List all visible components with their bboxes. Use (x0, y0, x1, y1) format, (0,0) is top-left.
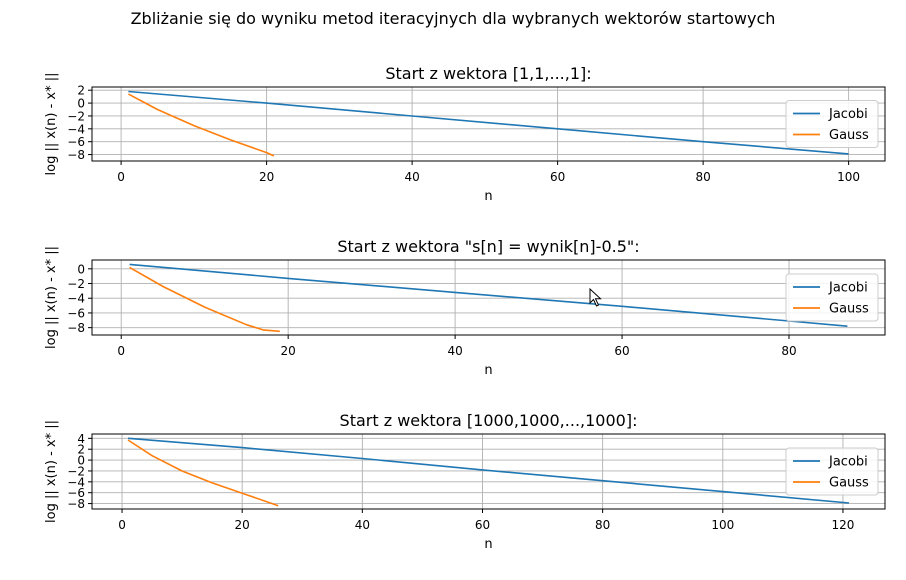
y-tick-label: −4 (67, 122, 85, 136)
series-line-gauss (129, 266, 280, 333)
x-tick-label: 0 (117, 344, 125, 358)
x-axis-label: n (484, 537, 492, 552)
y-tick-label: −6 (67, 306, 85, 320)
y-tick-label: −4 (67, 475, 85, 489)
x-tick-label: 100 (711, 518, 734, 532)
axes-frame (91, 259, 886, 336)
y-tick-label: −6 (67, 486, 85, 500)
x-tick-label: 80 (695, 170, 710, 184)
legend-box (785, 100, 879, 148)
y-tick-label: 4 (77, 432, 85, 446)
series-line-jacobi (129, 263, 848, 327)
y-tick-label: 2 (77, 84, 85, 98)
x-axis-label: n (484, 189, 492, 204)
x-tick-label: 120 (831, 518, 854, 532)
subplot-2: Start z wektora "s[n] = wynik[n]-0.5": 0 2… (44, 237, 886, 378)
x-tick-label: 0 (117, 170, 125, 184)
legend-entry: Jacobi (828, 281, 868, 296)
axes-frame (91, 86, 886, 162)
x-tick-label: 20 (259, 170, 274, 184)
x-tick-label: 20 (235, 518, 250, 532)
legend-entry: Gauss (829, 128, 869, 143)
subplot-title: Start z wektora [1,1,...,1]: (385, 64, 591, 83)
x-tick-label: 40 (355, 518, 370, 532)
y-tick-label: 0 (77, 454, 85, 468)
axes-frame (91, 433, 886, 510)
x-axis-label: n (484, 363, 492, 378)
x-tick-label: 60 (614, 344, 629, 358)
subplot-3: Start z wektora [1000,1000,...,1000]:0 20… (44, 411, 886, 552)
legend: Jacobi Gauss (785, 100, 879, 148)
figure-suptitle: Zbliżanie się do wyniku metod iteracyjny… (130, 9, 776, 28)
legend-entry: Jacobi (828, 107, 868, 122)
legend: Jacobi Gauss (785, 273, 879, 322)
x-tick-label: 100 (837, 170, 860, 184)
series-line-gauss (127, 439, 279, 507)
subplot-title: Start z wektora [1000,1000,...,1000]: (340, 411, 638, 430)
series-line-jacobi (127, 437, 850, 504)
legend: Jacobi Gauss (785, 447, 879, 496)
legend-box (785, 273, 879, 322)
subplot-1: Start z wektora [1,1,...,1]:0 20 40 60 80 100… (44, 64, 886, 204)
y-tick-label: 0 (77, 262, 85, 276)
y-tick-label: 0 (77, 97, 85, 111)
series-line-gauss (128, 93, 275, 157)
y-axis-label: log || x(n) - x* || (44, 73, 59, 176)
y-tick-label: −8 (67, 497, 85, 511)
y-axis-label: log || x(n) - x* || (44, 246, 59, 349)
y-tick-label: −2 (67, 277, 85, 291)
y-tick-label: −2 (67, 464, 85, 478)
x-tick-label: 40 (447, 344, 462, 358)
x-tick-label: 0 (118, 518, 126, 532)
x-tick-label: 80 (781, 344, 796, 358)
x-tick-label: 40 (404, 170, 419, 184)
y-axis-label: log || x(n) - x* || (44, 420, 59, 523)
y-tick-label: −8 (67, 148, 85, 162)
legend-entry: Jacobi (828, 455, 868, 470)
y-tick-label: 2 (77, 443, 85, 457)
y-tick-label: −4 (67, 292, 85, 306)
series-line-jacobi (128, 90, 849, 155)
y-tick-label: −8 (67, 321, 85, 335)
legend-box (785, 447, 879, 496)
x-tick-label: 60 (475, 518, 490, 532)
mouse-cursor-icon (589, 288, 602, 307)
x-tick-label: 60 (550, 170, 565, 184)
y-tick-label: −6 (67, 135, 85, 149)
y-tick-label: −2 (67, 109, 85, 123)
subplot-title: Start z wektora "s[n] = wynik[n]-0.5": (337, 237, 639, 256)
legend-entry: Gauss (829, 302, 869, 317)
legend-entry: Gauss (829, 476, 869, 491)
x-tick-label: 80 (595, 518, 610, 532)
x-tick-label: 20 (281, 344, 296, 358)
